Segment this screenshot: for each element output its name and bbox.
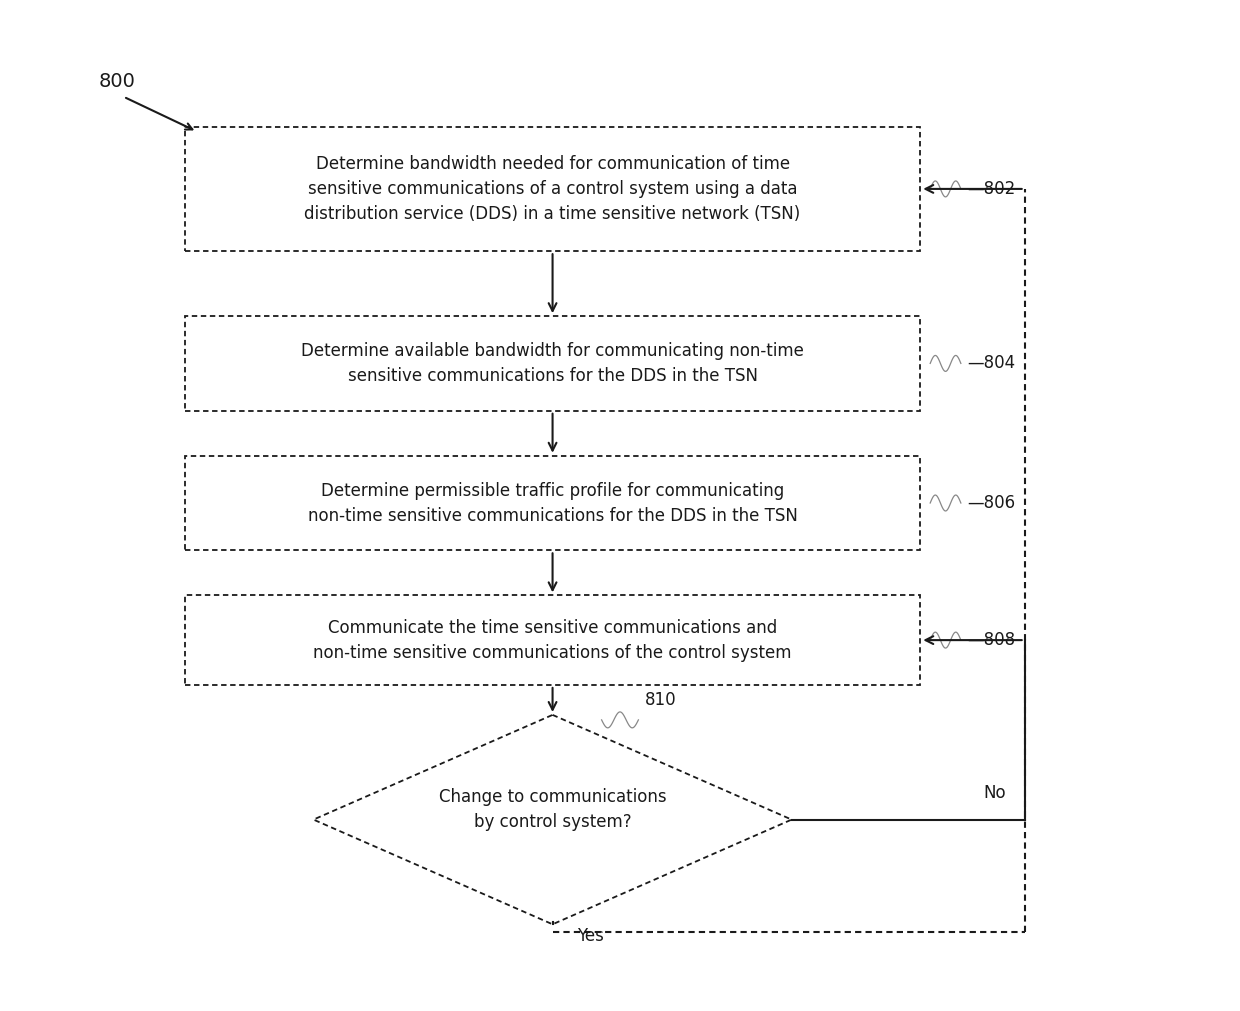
Text: Yes: Yes	[577, 927, 604, 945]
Bar	[185, 456, 920, 550]
Text: Determine bandwidth needed for communication of time
sensitive communications of: Determine bandwidth needed for communica…	[305, 155, 801, 222]
Bar	[185, 316, 920, 410]
Text: —808: —808	[967, 631, 1016, 649]
Text: Communicate the time sensitive communications and
non-time sensitive communicati: Communicate the time sensitive communica…	[314, 619, 792, 661]
Text: —804: —804	[967, 355, 1016, 372]
Text: —802: —802	[967, 180, 1016, 198]
Text: 800: 800	[99, 72, 135, 91]
Text: Change to communications
by control system?: Change to communications by control syst…	[439, 789, 666, 831]
Text: —806: —806	[967, 494, 1016, 512]
Text: 810: 810	[645, 691, 676, 709]
Text: Determine available bandwidth for communicating non-time
sensitive communication: Determine available bandwidth for commun…	[301, 342, 804, 385]
Text: No: No	[983, 784, 1006, 802]
Bar	[185, 126, 920, 252]
Bar	[185, 595, 920, 685]
Text: Determine permissible traffic profile for communicating
non-time sensitive commu: Determine permissible traffic profile fo…	[308, 481, 797, 525]
